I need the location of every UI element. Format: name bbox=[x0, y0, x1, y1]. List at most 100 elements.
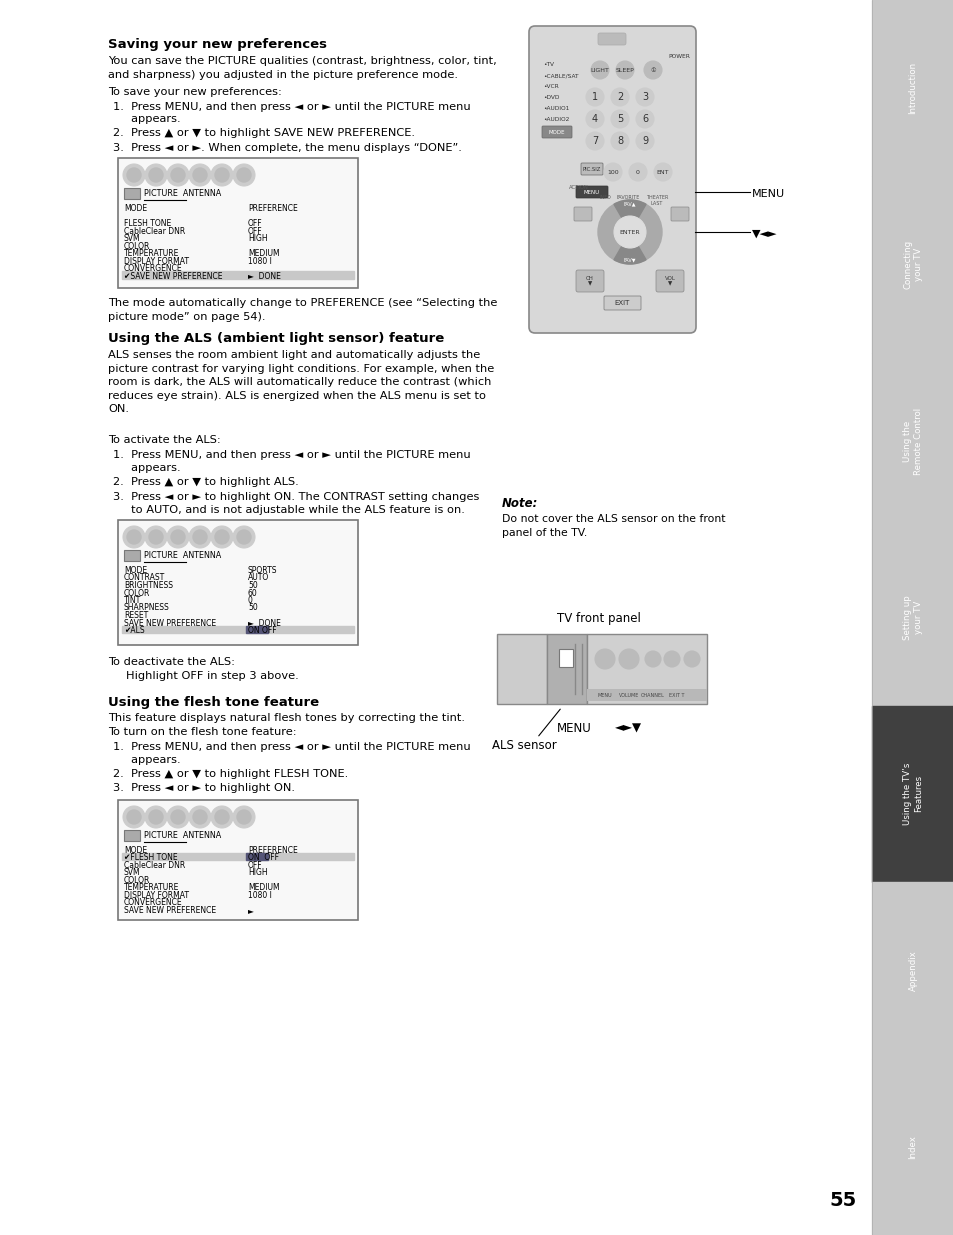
Circle shape bbox=[167, 806, 189, 827]
Text: DISPLAY FORMAT: DISPLAY FORMAT bbox=[124, 890, 189, 900]
Text: You can save the PICTURE qualities (contrast, brightness, color, tint,
and sharp: You can save the PICTURE qualities (cont… bbox=[108, 56, 497, 79]
Text: ►: ► bbox=[248, 906, 253, 915]
Text: AUTO: AUTO bbox=[248, 573, 269, 583]
Text: ENTER: ENTER bbox=[619, 230, 639, 235]
Circle shape bbox=[618, 650, 639, 669]
Circle shape bbox=[233, 164, 254, 186]
Text: FAV▲: FAV▲ bbox=[623, 201, 636, 206]
Text: 9: 9 bbox=[641, 136, 647, 146]
Text: ◄►▼: ◄►▼ bbox=[615, 722, 641, 735]
Circle shape bbox=[193, 168, 207, 182]
Text: To turn on the flesh tone feature:: To turn on the flesh tone feature: bbox=[108, 727, 296, 737]
Text: TEMPERATURE: TEMPERATURE bbox=[124, 249, 179, 258]
Circle shape bbox=[123, 526, 145, 548]
Text: 1.  Press MENU, and then press ◄ or ► until the PICTURE menu: 1. Press MENU, and then press ◄ or ► unt… bbox=[112, 103, 470, 112]
Text: COLOR: COLOR bbox=[124, 242, 151, 251]
Text: 0: 0 bbox=[248, 597, 253, 605]
Text: HIGH: HIGH bbox=[248, 868, 268, 878]
Text: •AUDIO2: •AUDIO2 bbox=[542, 117, 569, 122]
Circle shape bbox=[654, 163, 671, 182]
Text: VOLUME: VOLUME bbox=[618, 693, 639, 698]
Circle shape bbox=[189, 164, 211, 186]
Bar bbox=[871, 177, 953, 353]
Text: CableClear DNR: CableClear DNR bbox=[124, 861, 185, 869]
Text: 7: 7 bbox=[591, 136, 598, 146]
Text: PICTURE  ANTENNA: PICTURE ANTENNA bbox=[144, 831, 221, 840]
Text: 6: 6 bbox=[641, 114, 647, 124]
Text: MEDIUM: MEDIUM bbox=[248, 249, 279, 258]
Text: To activate the ALS:: To activate the ALS: bbox=[108, 435, 220, 445]
Circle shape bbox=[214, 810, 229, 824]
Circle shape bbox=[189, 806, 211, 827]
Circle shape bbox=[127, 810, 141, 824]
Text: OFF: OFF bbox=[248, 226, 262, 236]
Circle shape bbox=[127, 168, 141, 182]
Circle shape bbox=[167, 164, 189, 186]
Bar bbox=[122, 853, 354, 861]
Text: 60: 60 bbox=[248, 589, 257, 598]
Text: appears.: appears. bbox=[112, 114, 180, 124]
Text: Saving your new preferences: Saving your new preferences bbox=[108, 38, 327, 51]
Text: VOL
▼: VOL ▼ bbox=[664, 275, 675, 287]
Text: EXIT: EXIT bbox=[614, 300, 629, 306]
Text: 50: 50 bbox=[248, 580, 257, 590]
Text: appears.: appears. bbox=[112, 463, 180, 473]
Text: 1080 I: 1080 I bbox=[248, 890, 272, 900]
Text: Do not cover the ALS sensor on the front
panel of the TV.: Do not cover the ALS sensor on the front… bbox=[501, 514, 724, 537]
Text: CONTRAST: CONTRAST bbox=[124, 573, 165, 583]
Text: •DVD: •DVD bbox=[542, 95, 558, 100]
Text: ACTION: ACTION bbox=[568, 185, 588, 190]
Text: 4: 4 bbox=[591, 114, 598, 124]
Text: •TV: •TV bbox=[542, 62, 554, 67]
Text: 2.  Press ▲ or ▼ to highlight FLESH TONE.: 2. Press ▲ or ▼ to highlight FLESH TONE. bbox=[112, 769, 348, 779]
Circle shape bbox=[149, 810, 163, 824]
Text: FAVORITE: FAVORITE bbox=[616, 195, 639, 200]
Circle shape bbox=[123, 806, 145, 827]
Text: ENT: ENT bbox=[656, 169, 669, 174]
Circle shape bbox=[171, 810, 185, 824]
FancyBboxPatch shape bbox=[670, 207, 688, 221]
Circle shape bbox=[211, 526, 233, 548]
Circle shape bbox=[233, 526, 254, 548]
Circle shape bbox=[189, 526, 211, 548]
Wedge shape bbox=[614, 232, 645, 264]
Text: 1: 1 bbox=[591, 91, 598, 103]
Circle shape bbox=[149, 168, 163, 182]
Bar bbox=[558, 650, 573, 667]
Text: •CABLE/SAT: •CABLE/SAT bbox=[542, 73, 578, 78]
Text: ALS sensor: ALS sensor bbox=[492, 739, 557, 752]
Text: Note:: Note: bbox=[501, 496, 537, 510]
Text: ✔FLESH TONE: ✔FLESH TONE bbox=[124, 853, 177, 862]
Circle shape bbox=[167, 526, 189, 548]
Circle shape bbox=[214, 530, 229, 543]
Circle shape bbox=[643, 61, 661, 79]
Text: HIGH: HIGH bbox=[248, 233, 268, 243]
Bar bbox=[246, 853, 268, 861]
Text: To save your new preferences:: To save your new preferences: bbox=[108, 86, 281, 98]
Text: 100: 100 bbox=[606, 169, 618, 174]
Bar bbox=[871, 0, 953, 177]
Text: 0: 0 bbox=[636, 169, 639, 174]
Circle shape bbox=[683, 651, 700, 667]
Circle shape bbox=[628, 163, 646, 182]
Text: 3.  Press ◄ or ► to highlight ON. The CONTRAST setting changes: 3. Press ◄ or ► to highlight ON. The CON… bbox=[112, 492, 478, 501]
Bar bbox=[871, 882, 953, 1058]
Text: ✔SAVE NEW PREFERENCE: ✔SAVE NEW PREFERENCE bbox=[124, 272, 222, 280]
Circle shape bbox=[145, 164, 167, 186]
Text: 55: 55 bbox=[829, 1191, 856, 1210]
Text: to AUTO, and is not adjustable while the ALS feature is on.: to AUTO, and is not adjustable while the… bbox=[112, 505, 464, 515]
Bar bbox=[586, 634, 706, 704]
Text: To deactivate the ALS:: To deactivate the ALS: bbox=[108, 657, 234, 667]
FancyBboxPatch shape bbox=[576, 270, 603, 291]
Text: appears.: appears. bbox=[112, 755, 180, 764]
Bar bbox=[124, 188, 140, 199]
Text: ALS senses the room ambient light and automatically adjusts the
picture contrast: ALS senses the room ambient light and au… bbox=[108, 350, 494, 415]
Text: LIGHT: LIGHT bbox=[590, 68, 609, 73]
Text: MENU: MENU bbox=[583, 189, 599, 194]
Text: SPORTS: SPORTS bbox=[248, 566, 277, 576]
Text: CHANNEL: CHANNEL bbox=[640, 693, 664, 698]
Text: POWER: POWER bbox=[667, 54, 689, 59]
Circle shape bbox=[610, 110, 628, 128]
Text: 1.  Press MENU, and then press ◄ or ► until the PICTURE menu: 1. Press MENU, and then press ◄ or ► unt… bbox=[112, 742, 470, 752]
Text: THEATER
LAST: THEATER LAST bbox=[645, 195, 667, 206]
